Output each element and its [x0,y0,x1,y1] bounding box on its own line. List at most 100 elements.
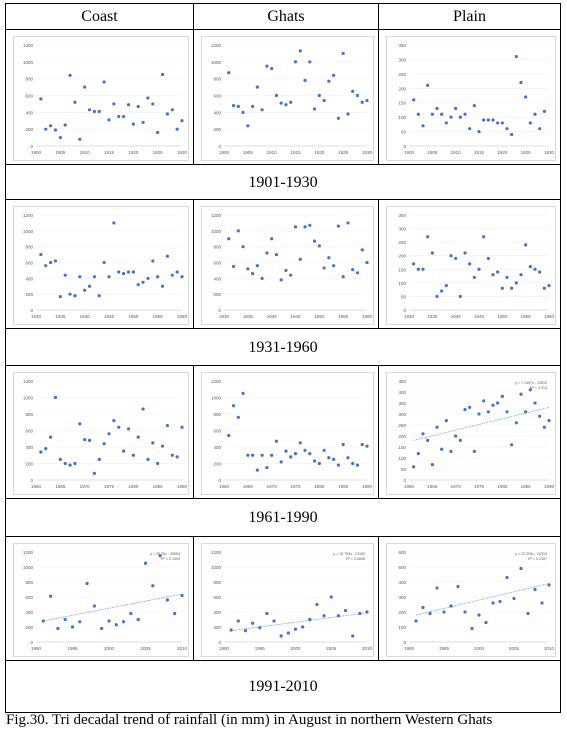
data-point [533,401,537,405]
data-point [289,100,293,104]
data-point [312,107,317,111]
data-point [472,275,476,280]
data-point [435,294,439,299]
data-point [78,137,82,141]
data-point [444,121,448,125]
data-point [284,449,288,453]
data-point [274,93,279,98]
x-tick-label: 1985 [338,484,349,489]
data-point [298,257,302,261]
data-point [317,244,321,248]
data-point [540,601,544,605]
data-point [454,434,458,438]
data-point [68,73,72,77]
data-point [486,256,490,261]
y-tick-label: 800 [25,77,33,82]
y-tick-label: 0 [218,478,221,483]
data-point [351,634,355,638]
x-tick-label: 1955 [338,314,349,319]
scatter-chart: 0 200 400 600 800 1000 1200 1930 1935 1940 1945 195… [13,206,189,325]
period-label-row: 1991-2010 [5,660,561,713]
data-point [477,129,481,134]
data-point [78,620,82,624]
y-tick-label: 0 [403,144,406,149]
data-point [426,83,430,87]
data-point [112,102,116,106]
data-point [444,419,448,423]
trend-equation: y = 20.35x - 39554 [150,552,180,556]
data-point [332,264,336,268]
y-tick-label: 600 [25,429,33,434]
data-point [428,611,432,616]
y-tick-label: 150 [398,101,406,106]
data-point [272,619,276,623]
data-point [365,444,369,448]
data-point [136,435,140,439]
data-point [435,425,439,429]
data-point [496,401,500,405]
y-tick-label: 400 [398,580,406,585]
data-point [317,93,321,98]
x-tick-label: 1900 [404,150,415,155]
y-tick-label: 400 [213,610,221,615]
data-point [301,625,305,629]
data-point [117,114,121,119]
data-point [426,438,430,442]
data-point [412,465,416,469]
data-point [542,109,546,113]
data-point [63,123,67,127]
data-point [126,427,131,431]
data-point [308,617,312,622]
chart-cell-ghats-1901-1930: 0 200 400 600 800 1000 1200 1900 1905 1910 1915 192… [193,29,379,165]
y-tick-label: 1200 [23,550,34,555]
x-tick-label: 1940 [451,314,462,319]
data-point [53,259,58,263]
data-point [112,221,116,225]
y-tick-label: 1000 [23,396,34,401]
scatter-chart: 0 50 100 150 200 250 300 350 1930 1935 1940 1945 195… [386,206,556,325]
y-tick-label: 0 [30,478,33,483]
data-point [346,221,350,225]
data-point [170,108,174,112]
data-point [358,611,362,616]
x-tick-label: 1945 [104,314,115,319]
x-tick-label: 1935 [427,314,438,319]
data-point [430,251,434,255]
data-point [458,115,462,119]
y-tick-label: 600 [25,94,33,99]
data-point [158,554,162,558]
chart-cell-ghats-1991-2010: 0 200 400 600 800 1000 1200 1990 1995 2000 2005 201… [193,536,379,661]
data-point [97,109,101,114]
data-point [39,97,43,101]
x-tick-label: 1960 [177,314,188,319]
data-point [246,267,250,271]
y-tick-label: 0 [403,478,406,483]
y-tick-label: 1000 [211,229,222,234]
data-point [322,614,326,618]
x-tick-label: 1995 [439,646,450,651]
data-point [298,49,302,53]
x-tick-label: 2005 [140,646,151,651]
y-tick-label: 400 [213,110,221,115]
data-point [327,256,331,260]
data-point [421,124,425,128]
data-point [274,252,279,257]
data-point [519,80,523,85]
trend-line [231,612,368,632]
data-point [336,463,340,467]
data-point [458,294,462,299]
data-point [414,619,418,623]
y-tick-label: 450 [398,379,406,384]
data-point [180,275,184,279]
data-point [528,388,532,392]
data-point [293,452,298,456]
trend-equation: R² = 0.0826 [346,557,365,561]
y-tick-label: 1200 [211,550,222,555]
figure-caption: Fig.30. Tri decadal trend of rainfall (i… [6,712,493,728]
x-tick-label: 1980 [314,484,325,489]
y-tick-label: 400 [213,445,221,450]
data-point [491,118,495,122]
data-point [284,268,288,273]
y-tick-label: 0 [218,144,221,149]
data-point [416,267,420,271]
